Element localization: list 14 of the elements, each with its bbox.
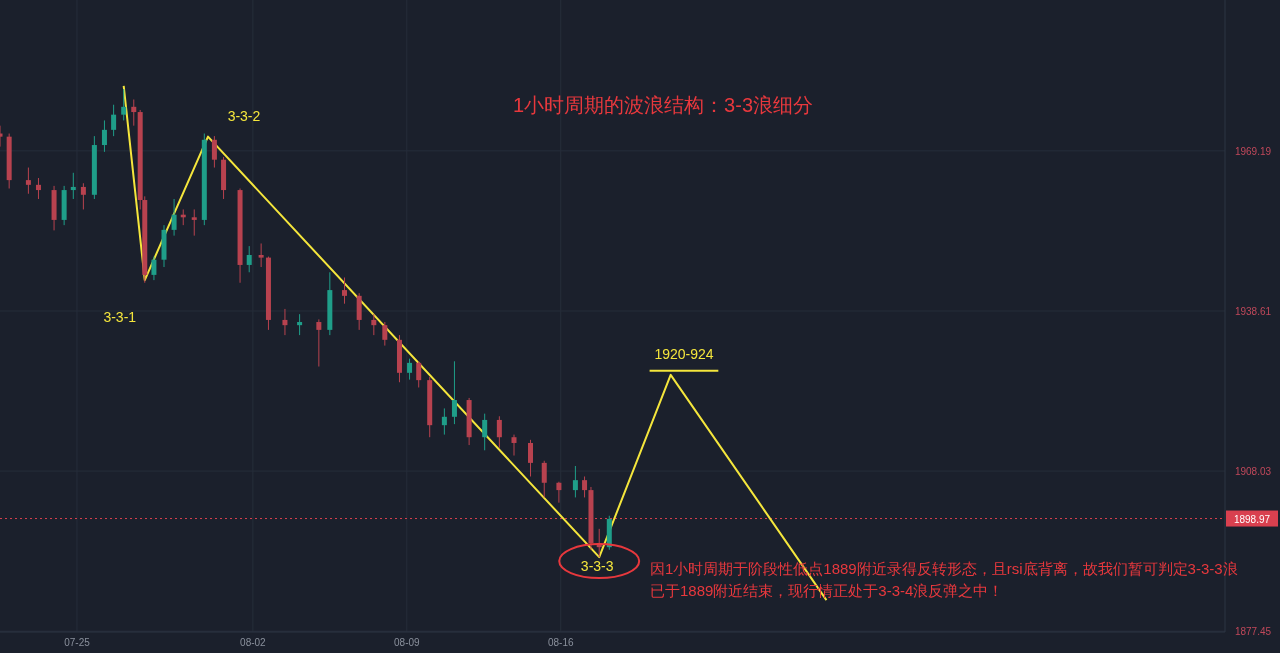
annotation: 3-3-1 bbox=[103, 309, 137, 326]
annotation: 1920-924 bbox=[654, 345, 714, 362]
x-tick-label: 08-02 bbox=[240, 637, 267, 648]
y-tick-label: 1877.45 bbox=[1234, 626, 1272, 638]
annotation: 3-3-2 bbox=[227, 107, 261, 124]
y-tick-label: 1969.19 bbox=[1234, 145, 1272, 157]
text: 1小时周期的波浪结构：3-3浪细分 bbox=[512, 94, 814, 116]
ref-line-label: 1898.97 bbox=[1233, 513, 1271, 525]
x-tick-label: 08-16 bbox=[547, 637, 574, 648]
y-tick-label: 1938.61 bbox=[1234, 305, 1272, 317]
x-tick-label: 07-25 bbox=[64, 637, 91, 648]
annotation: 3-3-3 bbox=[580, 558, 614, 575]
x-tick-label: 08-09 bbox=[394, 637, 421, 648]
y-tick-label: 1908.03 bbox=[1234, 466, 1272, 478]
